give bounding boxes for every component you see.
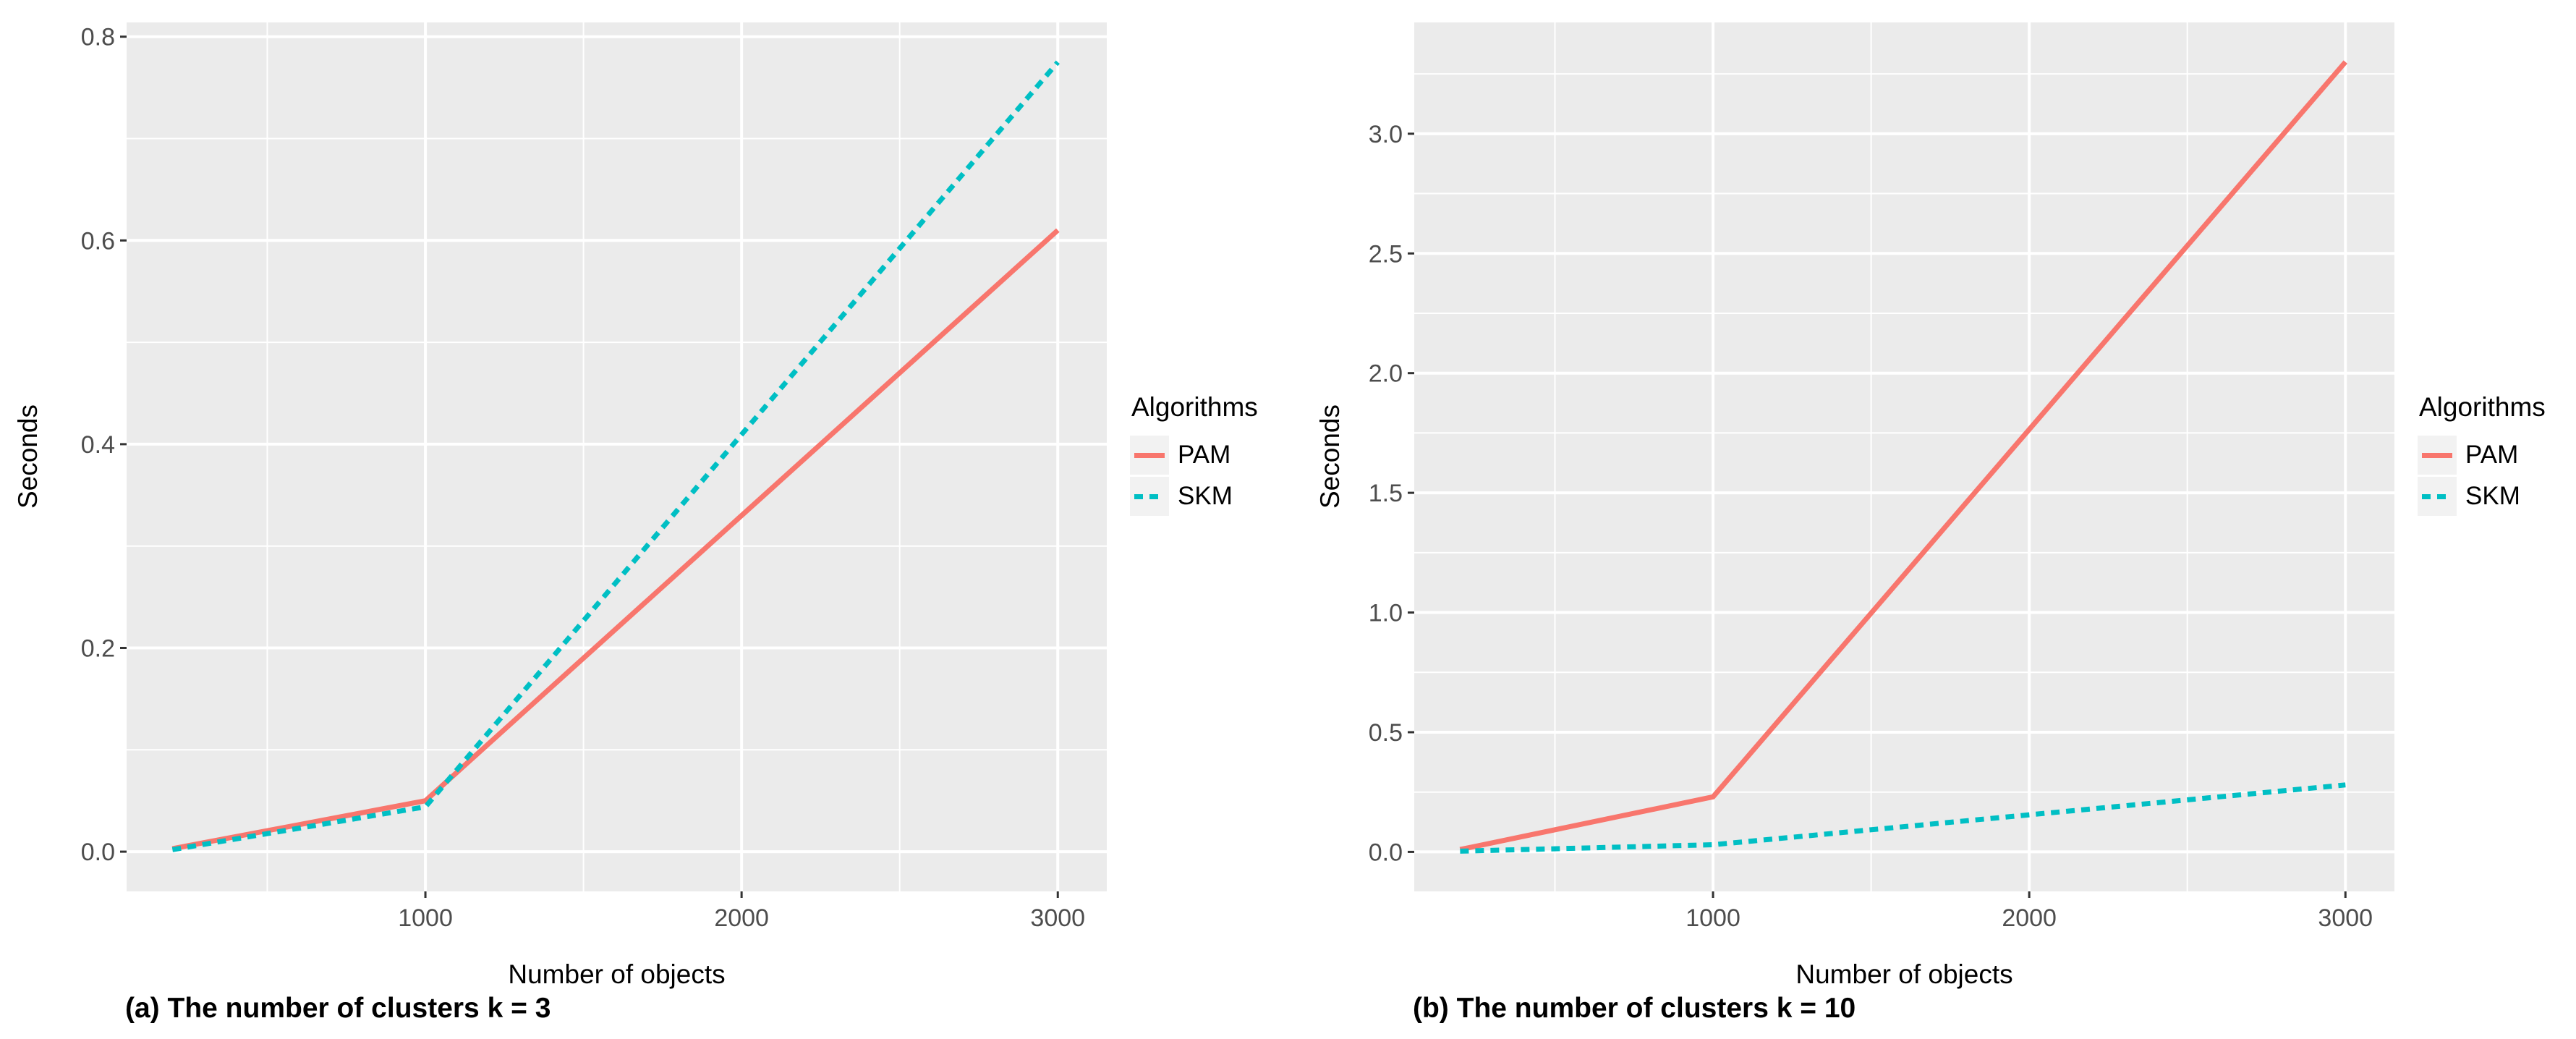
chart-a-plot-area: 1000 2000 3000 0.0 0.2 0.4 0.6 0.8	[81, 22, 1107, 932]
y-tick-label: 1.0	[1369, 600, 1403, 627]
legend-title: Algorithms	[1131, 392, 1258, 422]
x-tick-label: 2000	[714, 904, 769, 932]
pam-line-swatch-icon	[2418, 436, 2457, 475]
panel-background	[127, 22, 1107, 891]
panel-background	[1414, 22, 2394, 891]
y-tick-label: 0.2	[81, 635, 115, 662]
pam-line-swatch-icon	[1130, 436, 1169, 475]
x-tick-label: 1000	[398, 904, 453, 932]
skm-line-swatch-icon	[2418, 477, 2457, 516]
y-tick-label: 2.0	[1369, 360, 1403, 388]
x-tick-label: 2000	[2002, 904, 2057, 932]
legend-key-pam: PAM	[1130, 436, 1288, 475]
y-tick-label: 2.5	[1369, 240, 1403, 268]
y-tick-label: 3.0	[1369, 121, 1403, 148]
chart-b-plot-area: 1000 2000 3000 0.0 0.5 1.0 1.5 2.0 2.5 3.0	[1369, 22, 2394, 932]
x-tick-label: 3000	[1030, 904, 1085, 932]
y-tick-label: 1.5	[1369, 480, 1403, 507]
legend-key-pam: PAM	[2418, 436, 2576, 475]
chart-a-y-axis-title: Seconds	[13, 404, 43, 509]
legend-label-skm: SKM	[2465, 482, 2520, 510]
chart-a-caption: (a) The number of clusters k = 3	[125, 993, 551, 1024]
chart-b-x-axis-title: Number of objects	[1795, 959, 2013, 989]
skm-line	[1460, 782, 2346, 854]
y-tick-label: 0.0	[1369, 839, 1403, 866]
pam-line	[1459, 60, 2347, 852]
legend-key-skm: SKM	[1130, 477, 1288, 516]
y-tick-label: 0.6	[81, 227, 115, 255]
y-tick-label: 0.0	[81, 839, 115, 866]
chart-b: 1000 2000 3000 0.0 0.5 1.0 1.5 2.0 2.5 3.0 Second…	[1288, 0, 2576, 1039]
chart-a-x-axis-title: Number of objects	[508, 959, 726, 989]
chart-b-y-axis-title: Seconds	[1315, 404, 1345, 509]
legend-title: Algorithms	[2419, 392, 2546, 422]
legend-key-skm: SKM	[2418, 477, 2576, 516]
chart-b-legend: Algorithms PAM SKM	[2418, 392, 2576, 518]
skm-line-swatch-icon	[1130, 477, 1169, 516]
pam-line	[171, 228, 1060, 852]
chart-b-caption: (b) The number of clusters k = 10	[1413, 993, 1856, 1024]
y-tick-label: 0.8	[81, 24, 115, 51]
chart-a: 1000 2000 3000 0.0 0.2 0.4 0.6 0.8 Seconds Numb…	[13, 22, 1288, 1024]
y-tick-label: 0.4	[81, 431, 115, 459]
x-tick-label: 3000	[2318, 904, 2373, 932]
y-tick-label: 0.5	[1369, 719, 1403, 747]
legend-label-pam: PAM	[1178, 441, 1231, 469]
chart-a-legend: Algorithms PAM SKM	[1130, 392, 1288, 518]
legend-label-pam: PAM	[2465, 441, 2519, 469]
x-tick-label: 1000	[1686, 904, 1740, 932]
legend-label-skm: SKM	[1178, 482, 1233, 510]
